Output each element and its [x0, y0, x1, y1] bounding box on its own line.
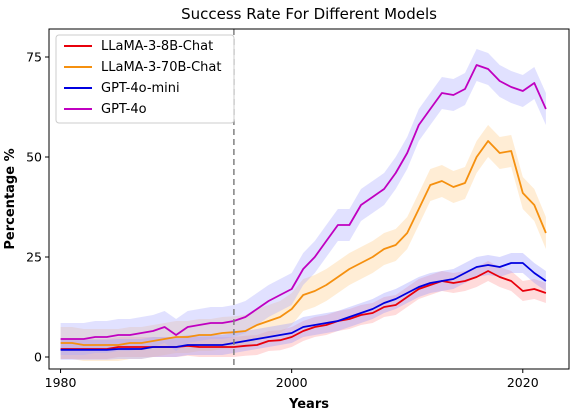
line-llama-3-70b-chat [60, 140, 547, 346]
legend-label-gpt-4o-mini: GPT-4o-mini [101, 81, 180, 96]
legend: LLaMA-3-8B-Chat LLaMA-3-70B-Chat GPT-4o-… [55, 34, 235, 124]
x-tick-label: 2000 [276, 375, 308, 390]
x-tick-label: 1980 [45, 375, 77, 390]
series-lines [60, 64, 547, 351]
chart-title: Success Rate For Different Models [181, 5, 437, 23]
line-llama-3-8b-chat [60, 270, 547, 350]
legend-box [55, 34, 235, 124]
legend-label-llama-3-70b-chat: LLaMA-3-70B-Chat [101, 60, 221, 75]
line-gpt-4o-mini [60, 262, 547, 351]
line-gpt-4o [60, 64, 547, 340]
x-axis-label: Years [288, 397, 329, 411]
band-gpt-4o-mini [60, 253, 546, 360]
x-tick-label: 2020 [507, 375, 539, 390]
legend-label-llama-3-8b-chat: LLaMA-3-8B-Chat [101, 39, 213, 54]
y-tick-label: 25 [26, 250, 42, 265]
x-axis-ticks: 1980 2000 2020 [45, 369, 539, 390]
y-tick-label: 50 [26, 150, 42, 165]
y-tick-label: 0 [34, 350, 42, 365]
band-gpt-4o [60, 49, 546, 355]
legend-label-gpt-4o: GPT-4o [101, 102, 147, 117]
y-axis-ticks: 0 25 50 75 [26, 50, 49, 365]
band-llama-3-70b-chat [60, 125, 546, 361]
y-axis-label: Percentage % [3, 148, 18, 249]
plot-frame [48, 28, 570, 370]
y-tick-label: 75 [26, 50, 42, 65]
